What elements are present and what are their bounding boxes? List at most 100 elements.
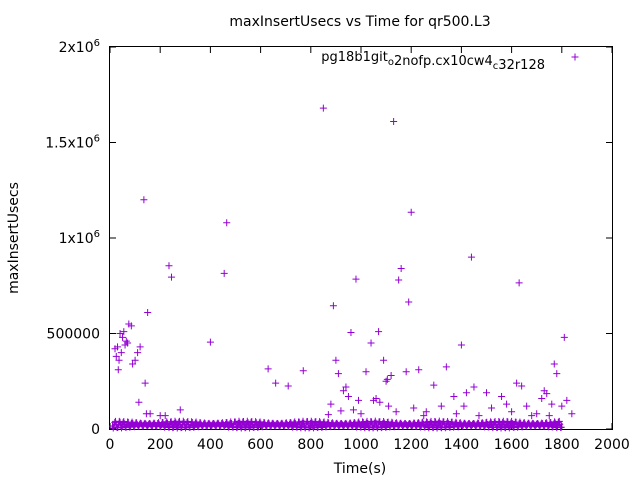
- data-point: [131, 356, 139, 364]
- x-tick-label: 1200: [393, 437, 429, 453]
- data-point-baseline: [452, 418, 460, 426]
- data-point-baseline: [557, 423, 565, 431]
- data-point: [264, 365, 272, 373]
- data-point: [223, 219, 231, 227]
- data-point: [329, 302, 337, 310]
- data-point: [422, 408, 430, 416]
- data-point: [115, 356, 123, 364]
- x-tick-label: 1600: [494, 437, 530, 453]
- data-point: [129, 360, 137, 368]
- data-point: [390, 117, 398, 125]
- data-point: [324, 411, 332, 419]
- data-point: [127, 322, 135, 330]
- data-point: [342, 383, 350, 391]
- data-point: [545, 412, 553, 420]
- data-point: [284, 382, 292, 390]
- data-point: [382, 377, 390, 385]
- data-point-baseline: [178, 423, 186, 431]
- data-point-baseline: [426, 419, 434, 427]
- data-point: [134, 349, 142, 357]
- data-point-baseline: [173, 422, 181, 430]
- data-point: [362, 368, 370, 376]
- axis-ticks: 0 200 400 600 800 1000 1200 1400 1600 1800 2000 0 50…: [45, 38, 630, 453]
- data-point: [383, 375, 391, 383]
- data-point: [407, 208, 415, 216]
- data-point-baseline: [170, 423, 178, 431]
- data-point: [339, 387, 347, 395]
- data-point: [124, 339, 132, 347]
- x-tick-label: 800: [297, 437, 324, 453]
- data-point: [375, 328, 383, 336]
- data-point: [367, 339, 375, 347]
- x-tick-label: 0: [106, 437, 115, 453]
- data-point: [405, 298, 413, 306]
- x-tick-label: 1800: [544, 437, 580, 453]
- data-point: [141, 379, 149, 387]
- data-point: [352, 275, 360, 283]
- data-point: [337, 407, 345, 415]
- data-point: [165, 262, 173, 270]
- data-point-baseline: [164, 422, 172, 430]
- data-point: [475, 412, 483, 420]
- legend: pg18b1gito2nofp.cx10cw4c32r128: [321, 50, 545, 73]
- plot-frame: [109, 46, 613, 430]
- data-point-baseline: [359, 418, 367, 426]
- x-axis-label: Time(s): [333, 461, 386, 477]
- y-axis-label: maxInsertUsecs: [6, 182, 22, 294]
- data-point: [450, 393, 458, 401]
- data-point-baseline: [245, 422, 253, 430]
- data-point: [140, 196, 148, 204]
- data-point-baseline: [354, 419, 362, 427]
- data-point: [146, 410, 154, 418]
- data-point: [548, 400, 556, 408]
- data-point: [420, 412, 428, 420]
- data-point-baseline: [290, 419, 298, 427]
- data-point: [206, 338, 214, 346]
- data-point: [349, 406, 357, 414]
- data-point: [513, 379, 521, 387]
- y-tick-label: 500000: [47, 327, 100, 343]
- data-point: [347, 329, 355, 337]
- data-point: [558, 402, 566, 410]
- data-point: [161, 412, 169, 420]
- data-points: [109, 53, 579, 432]
- data-point: [515, 279, 523, 287]
- data-point-baseline: [295, 418, 303, 426]
- data-point: [460, 402, 468, 410]
- x-tick-label: 200: [147, 437, 174, 453]
- data-point: [410, 404, 418, 412]
- data-point: [553, 370, 561, 378]
- data-point: [380, 356, 388, 364]
- chart-title: maxInsertUsecs vs Time for qr500.L3: [229, 14, 490, 30]
- data-point: [483, 389, 490, 397]
- data-point: [332, 356, 340, 364]
- data-point: [135, 398, 143, 406]
- data-point: [488, 404, 496, 412]
- x-tick-label: 400: [197, 437, 224, 453]
- data-point-baseline: [378, 423, 386, 431]
- data-point: [442, 363, 450, 371]
- data-point: [462, 389, 470, 397]
- data-point: [395, 276, 403, 284]
- data-point-baseline: [368, 418, 376, 426]
- data-point-baseline: [118, 424, 126, 432]
- data-point: [122, 337, 130, 345]
- data-point: [376, 398, 384, 406]
- data-point: [354, 396, 362, 404]
- data-point-baseline: [444, 417, 452, 425]
- data-point: [385, 402, 393, 410]
- data-point: [550, 360, 558, 368]
- data-point: [415, 366, 423, 374]
- data-point-baseline: [380, 418, 388, 426]
- data-point: [467, 253, 475, 261]
- x-tick-label: 2000: [594, 437, 630, 453]
- x-tick-label: 1000: [343, 437, 379, 453]
- x-tick-label: 600: [247, 437, 274, 453]
- data-point: [327, 400, 335, 408]
- data-point: [452, 410, 460, 418]
- data-point: [402, 368, 410, 376]
- data-point: [538, 394, 546, 402]
- data-point-baseline: [435, 419, 443, 427]
- data-point: [437, 402, 445, 410]
